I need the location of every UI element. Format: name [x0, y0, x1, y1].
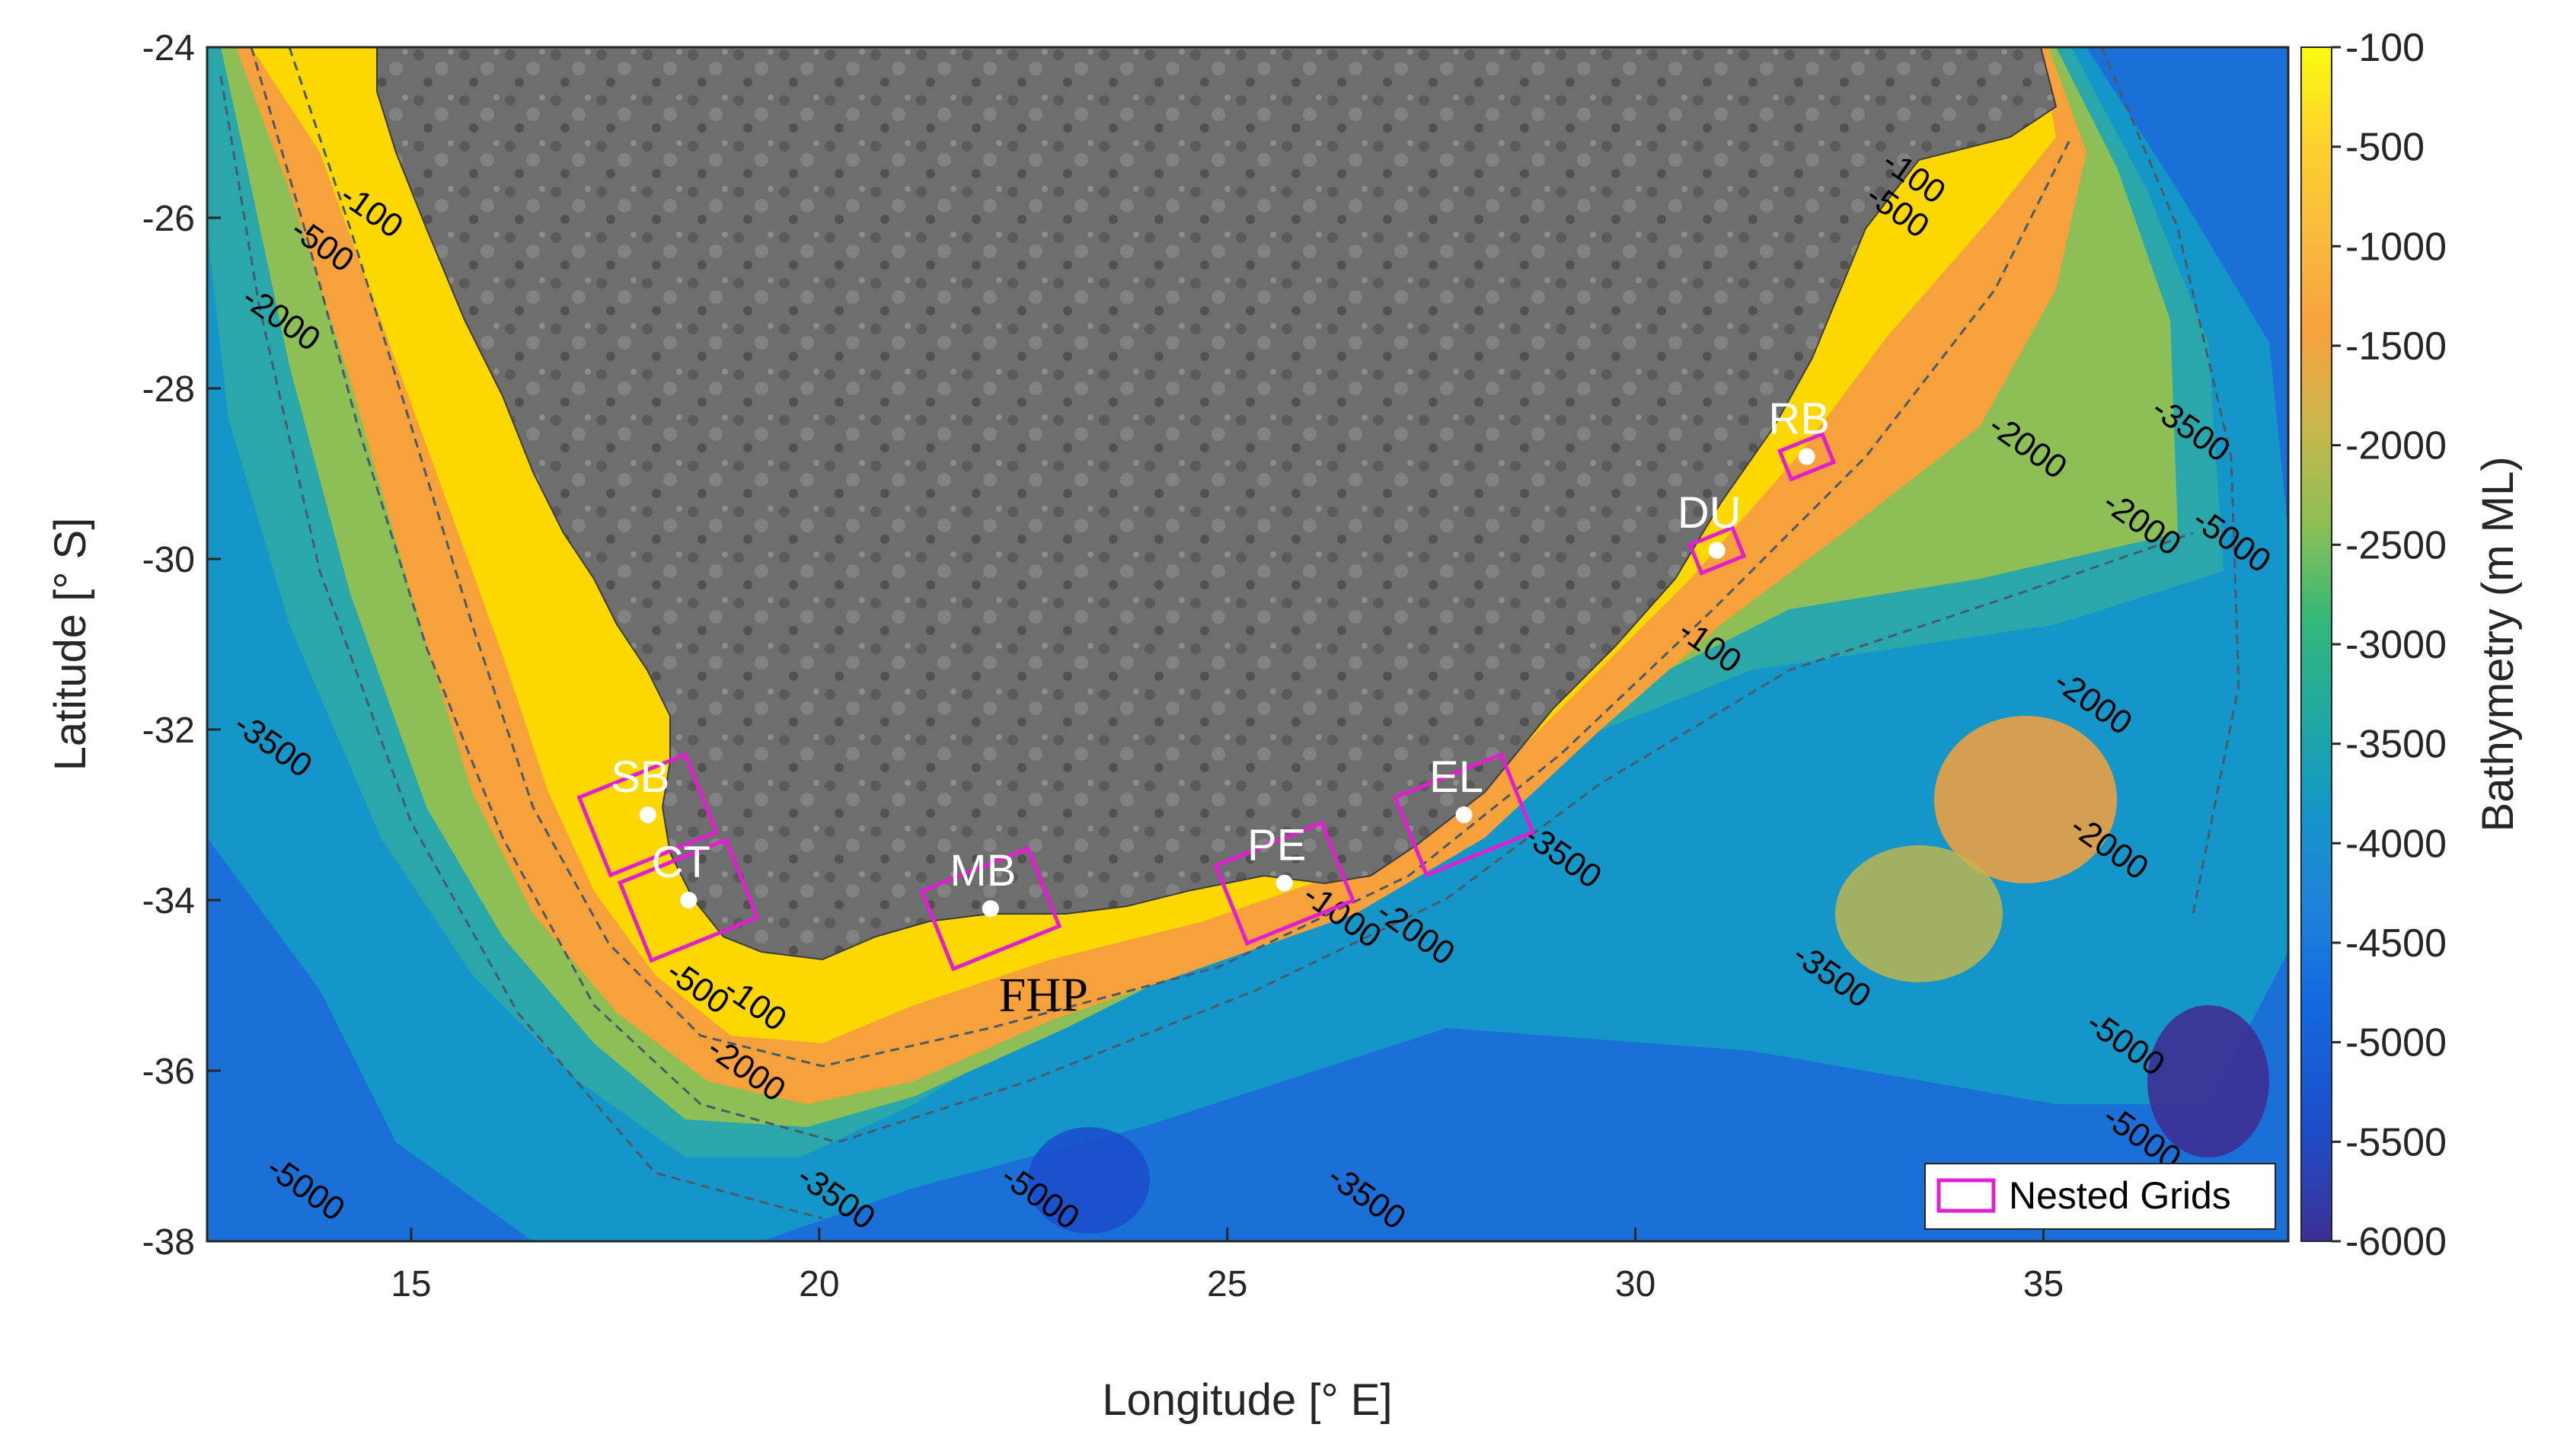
x-axis-ticks: 15 20 25 30 35 [391, 1228, 2064, 1304]
site-marker [1708, 541, 1726, 559]
contour-line-1 [288, 47, 2073, 1068]
colorbar-tick-label: -4000 [2345, 822, 2447, 866]
nested-grid-box [1687, 525, 1747, 576]
site-marker [639, 806, 656, 823]
contour-line-2 [250, 47, 2194, 1144]
y-axis-ticks: -24 -26 -28 -30 -32 -34 -36 -38 [142, 28, 221, 1263]
colorbar-gradient [2300, 46, 2332, 1242]
site-marker [680, 892, 698, 908]
seamount-feature [2147, 1005, 2269, 1157]
site-label: RB [1768, 394, 1830, 444]
nested-grid-box [1777, 431, 1837, 482]
colorbar: -100 -500 -1000 -1500 -2000 -2500 -3000 -3500 -4… [2300, 26, 2523, 1264]
nested-grid-box [617, 837, 760, 963]
colorbar-tick-label: -3000 [2345, 623, 2447, 667]
map-plot-area [207, 47, 2288, 1241]
colorbar-tick-label: -6000 [2345, 1220, 2447, 1264]
y-tick-label: -36 [142, 1052, 195, 1092]
x-tick-label: 25 [1207, 1264, 1247, 1304]
nested-grid-box [919, 845, 1062, 972]
land-southern-africa [376, 47, 2058, 961]
colorbar-tick-label: -500 [2345, 126, 2425, 170]
y-tick-label: -34 [142, 881, 195, 921]
contour-line-3 [219, 75, 823, 1220]
colorbar-tick-label: -2500 [2345, 523, 2447, 567]
legend-label: Nested Grids [2009, 1174, 2231, 1217]
legend: Nested Grids [1924, 1163, 2276, 1230]
seamount-feature [1934, 716, 2117, 883]
fhp-label: FHP [999, 968, 1088, 1022]
x-tick-label: 30 [1615, 1264, 1655, 1304]
site-label: EL [1429, 752, 1483, 802]
nested-grid-box [1393, 752, 1535, 878]
y-tick-label: -26 [142, 199, 195, 239]
colorbar-tick-label: -5500 [2345, 1120, 2447, 1164]
colorbar-tick-label: -4500 [2345, 921, 2447, 966]
colorbar-label: Bathymetry (m ML) [2473, 456, 2523, 832]
site-label: PE [1247, 821, 1306, 870]
nested-grid-box [1213, 820, 1356, 946]
site-label: DU [1678, 488, 1742, 538]
colorbar-ticks: -100 -500 -1000 -1500 -2000 -2500 -3000 -3500 -4… [2332, 26, 2447, 1264]
colorbar-tick-label: -3500 [2345, 723, 2447, 767]
legend-box [1924, 1163, 2276, 1230]
site-marker [982, 900, 999, 918]
contour-line-4 [2100, 47, 2240, 915]
x-tick-label: 15 [391, 1264, 431, 1304]
y-axis-label: Latitude [° S] [46, 518, 95, 771]
site-label: MB [950, 846, 1016, 896]
site-marker [1455, 806, 1473, 823]
x-axis-label: Longitude [° E] [1102, 1375, 1392, 1425]
y-tick-label: -28 [142, 369, 195, 410]
x-tick-label: 20 [799, 1264, 839, 1304]
site-markers: SB CT MB PE EL DU RB [611, 394, 1830, 918]
x-tick-label: 35 [2023, 1264, 2064, 1304]
y-tick-label: -30 [142, 540, 195, 580]
site-marker [1798, 448, 1815, 465]
plot-frame [206, 46, 2290, 1243]
colorbar-tick-label: -2000 [2345, 424, 2447, 468]
colorbar-tick-label: -1500 [2345, 324, 2447, 369]
y-tick-label: -32 [142, 710, 195, 751]
seamount-feature [1835, 845, 2003, 982]
colorbar-tick-label: -100 [2345, 26, 2425, 70]
nested-grid-boxes [576, 431, 1837, 972]
nested-grid-box [576, 752, 720, 878]
seamount-feature [1028, 1127, 1150, 1234]
legend-swatch-icon [1936, 1178, 1996, 1213]
y-tick-label: -38 [142, 1222, 195, 1263]
y-tick-label: -24 [142, 28, 195, 69]
colorbar-tick-label: -5000 [2345, 1021, 2447, 1065]
site-label: SB [611, 752, 669, 802]
colorbar-tick-label: -1000 [2345, 225, 2447, 269]
site-marker [1275, 874, 1293, 892]
site-label: CT [652, 838, 710, 887]
